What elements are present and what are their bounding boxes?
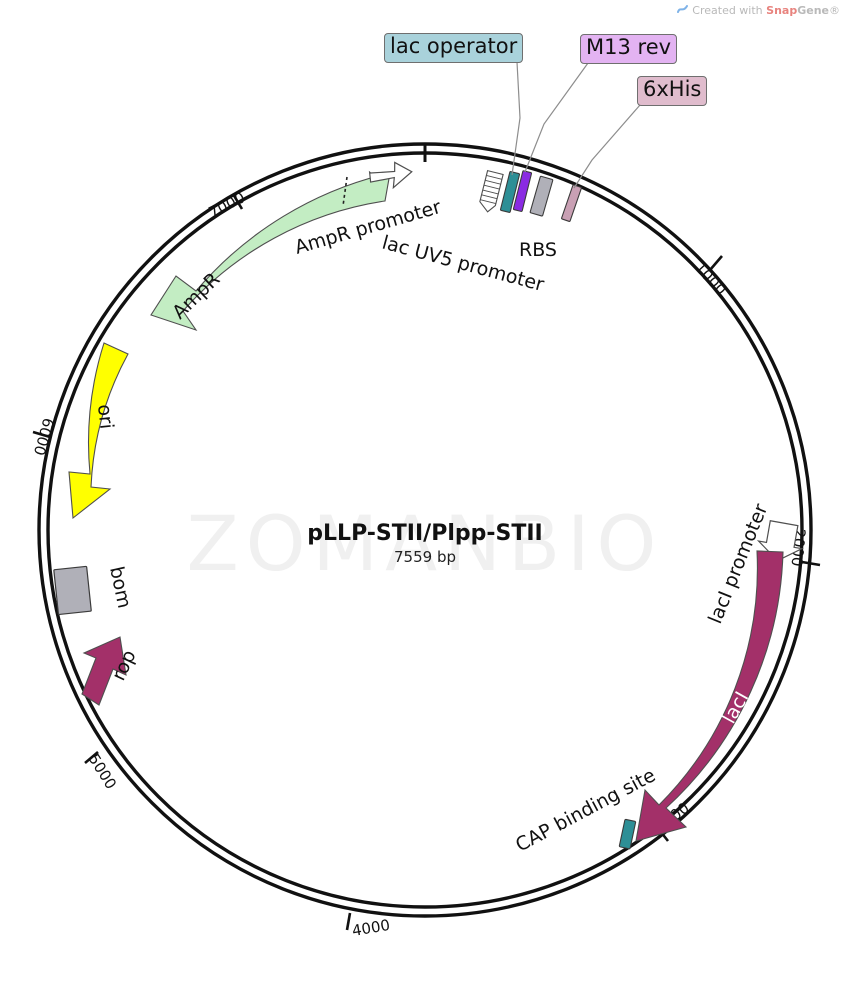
tick-1000: 1000: [691, 255, 730, 299]
feature-bom[interactable]: bom: [53, 564, 136, 616]
tick-label: 1000: [691, 259, 730, 299]
plasmid-size: 7559 bp: [394, 548, 456, 566]
feature-ampr[interactable]: AmpR: [150, 172, 391, 332]
feature-m13-rev[interactable]: [512, 170, 533, 212]
feature-label-bom: bom: [105, 564, 135, 610]
tick-label: 6000: [30, 416, 58, 458]
tick-label: 4000: [351, 916, 392, 940]
snapgene-logo-icon: [677, 4, 689, 15]
feature-lac-operator[interactable]: [499, 171, 521, 213]
snapgene-watermark: Created with SnapGene®: [677, 4, 840, 17]
feature-ori[interactable]: ori: [68, 342, 129, 520]
callout-m13-rev[interactable]: M13 rev: [580, 34, 678, 64]
plasmid-name: pLLP-STII/Plpp-STII: [307, 521, 542, 546]
tick-4000: 4000: [345, 912, 392, 940]
callout-lac-operator[interactable]: lac operator: [384, 33, 524, 63]
feature-label-ori: ori: [93, 403, 117, 430]
callout-6xhis[interactable]: 6xHis: [637, 76, 708, 106]
feature-laci[interactable]: lacI: [635, 550, 784, 842]
brand-gene: Gene: [797, 4, 829, 17]
brand-prefix: Created with: [692, 4, 767, 17]
feature-6xhis[interactable]: [561, 184, 582, 222]
feature-rbs[interactable]: RBS: [519, 175, 557, 261]
feature-label-rbs: RBS: [519, 239, 557, 261]
callout-leader-lines: [511, 61, 641, 189]
brand-sup: ®: [829, 4, 840, 17]
feature-rop[interactable]: rop: [81, 636, 141, 706]
tick-label: 7000: [206, 188, 248, 221]
tick-7000: 7000: [206, 188, 248, 221]
tick-6000: 6000: [30, 416, 58, 458]
brand-snap: Snap: [766, 4, 798, 17]
background-watermark: ZOMANBIO: [187, 499, 664, 588]
